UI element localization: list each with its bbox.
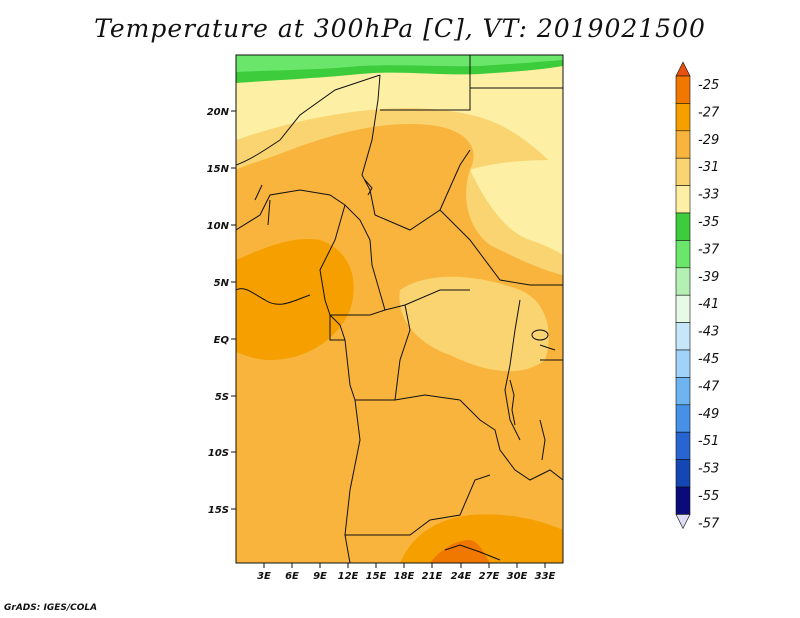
- field-27-south: [430, 540, 490, 563]
- colorbar-bottom-arrow: [675, 514, 691, 530]
- lakes: [364, 179, 549, 461]
- lon-label: 18E: [394, 571, 415, 582]
- lat-label: EQ: [214, 335, 230, 346]
- lon-label: 33E: [535, 571, 556, 582]
- colorbar: -25 -27 -29 -31 -33 -35 -37 -39 -41 -43 -45 -47 -49 -…: [675, 61, 720, 531]
- colorbar-top-arrow: [675, 61, 691, 77]
- field-33-central: [399, 276, 549, 372]
- field-39: [236, 55, 563, 72]
- colorbar-label: -49: [698, 407, 719, 422]
- lat-label: 10N: [207, 221, 230, 232]
- lon-label: 24E: [451, 571, 472, 582]
- colorbar-label: -53: [698, 462, 719, 477]
- lake-malawi: [539, 419, 546, 461]
- temperature-field: [236, 55, 563, 563]
- lon-label: 21E: [422, 571, 443, 582]
- colorbar-swatch: [675, 322, 691, 351]
- colorbar-swatch: [675, 240, 691, 269]
- colorbar-label: -43: [698, 325, 719, 340]
- map-frame: [235, 54, 564, 564]
- lon-label: 6E: [285, 571, 299, 582]
- lon-label: 15E: [366, 571, 387, 582]
- lon-label: 12E: [338, 571, 359, 582]
- lat-label: 15S: [208, 505, 229, 516]
- colorbar-swatch: [675, 157, 691, 186]
- country-borders: [236, 55, 563, 563]
- colorbar-label: -31: [698, 160, 719, 175]
- lat-label: 20N: [207, 107, 230, 118]
- colorbar-label: -39: [698, 270, 719, 285]
- colorbar-swatch: [675, 130, 691, 159]
- chart-title: Temperature at 300hPa [C], VT: 201902150…: [94, 14, 706, 43]
- lon-axis: 3E 6E 9E 12E 15E 18E 21E 24E 27E 30E 33E: [257, 563, 556, 582]
- field-35: [236, 55, 563, 175]
- colorbar-swatch: [675, 486, 691, 515]
- colorbar-label: -55: [698, 489, 719, 504]
- lon-label: 9E: [313, 571, 327, 582]
- colorbar-label: -35: [698, 215, 719, 230]
- colorbar-label: -25: [698, 78, 719, 93]
- colorbar-swatch: [675, 267, 691, 296]
- colorbar-label: -33: [698, 188, 719, 203]
- credit-text: GrADS: IGES/COLA: [4, 603, 98, 613]
- lake-tanganyika: [509, 379, 516, 426]
- lat-label: 5S: [215, 392, 229, 403]
- colorbar-label: -29: [698, 133, 719, 148]
- field-35-east: [470, 160, 563, 255]
- field-29-west: [236, 239, 354, 360]
- colorbar-label: -37: [698, 242, 720, 257]
- colorbar-swatch: [675, 185, 691, 214]
- colorbar-label: -47: [698, 379, 720, 394]
- colorbar-swatch: [675, 404, 691, 433]
- colorbar-swatch: [675, 294, 691, 323]
- colorbar-swatch: [675, 349, 691, 378]
- lake-chad: [364, 179, 373, 196]
- colorbar-label: -51: [698, 434, 719, 449]
- lat-label: 15N: [207, 164, 230, 175]
- lat-axis: 20N 15N 10N 5N EQ 5S 10S 15S: [207, 107, 236, 516]
- colorbar-swatch: [675, 459, 691, 488]
- colorbar-swatch: [675, 75, 691, 104]
- colorbar-label: -45: [698, 352, 719, 367]
- field-29-south: [400, 514, 563, 563]
- lon-label: 27E: [479, 571, 500, 582]
- colorbar-swatch: [675, 377, 691, 406]
- lon-label: 30E: [507, 571, 528, 582]
- lon-label: 3E: [257, 571, 271, 582]
- lake-victoria: [531, 329, 549, 341]
- colorbar-label: -27: [698, 105, 720, 120]
- lat-label: 5N: [214, 278, 230, 289]
- lat-label: 10S: [208, 448, 229, 459]
- colorbar-label: -41: [698, 297, 719, 312]
- colorbar-swatch: [675, 103, 691, 132]
- colorbar-label: -57: [698, 516, 720, 531]
- colorbar-swatch: [675, 431, 691, 460]
- colorbar-swatch: [675, 212, 691, 241]
